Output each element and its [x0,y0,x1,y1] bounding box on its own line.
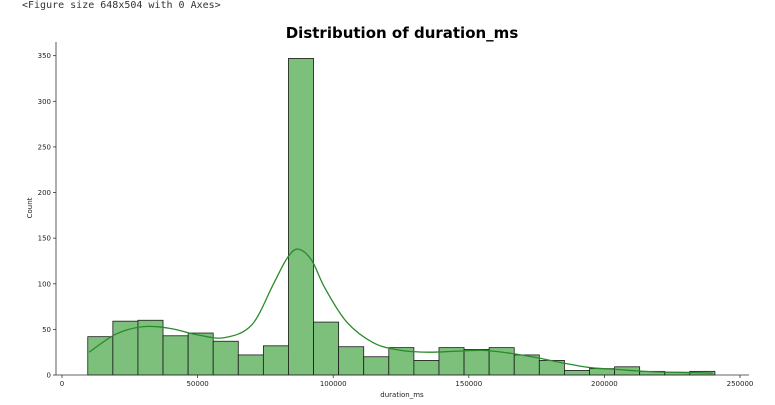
kde-group [88,248,713,374]
histogram-bar-6 [237,354,264,376]
y-tick-label-150: 150 [38,235,51,243]
bars-group [87,58,716,376]
histogram-bar-15 [463,349,490,376]
histogram-bar-4 [187,332,214,376]
histogram-bar-7 [262,345,289,376]
y-axis-label: Count [26,197,34,218]
histogram-bar-0 [87,336,114,376]
histogram-bar-8 [288,58,314,376]
axes-group: 0 50 100 150 200 250 300 350 0 50000 100000 150000 2… [38,42,754,388]
histogram-bar-10 [338,346,365,376]
x-tick-label-200000: 200000 [591,380,618,388]
x-axis-label: duration_ms [380,391,424,399]
histogram-bar-5 [212,340,239,376]
histogram-bar-19 [564,370,590,376]
y-tick-label-0: 0 [47,372,51,380]
x-tick-label-100000: 100000 [320,380,347,388]
y-tick-label-300: 300 [38,98,51,106]
x-tick-label-250000: 250000 [727,380,754,388]
x-tick-label-0: 0 [60,380,64,388]
kde-line [88,248,713,374]
histogram-bar-11 [363,356,390,376]
x-tick-label-150000: 150000 [455,380,482,388]
figure-output-text: <Figure size 648x504 with 0 Axes> [22,0,221,11]
y-tick-label-200: 200 [38,189,51,197]
histogram-bar-9 [313,321,340,376]
y-tick-label-100: 100 [38,280,51,288]
chart-title: Distribution of duration_ms [286,24,519,42]
y-tick-label-350: 350 [38,52,51,60]
y-tick-label-50: 50 [42,326,51,334]
histogram-bar-2 [137,319,164,376]
y-tick-label-250: 250 [38,143,51,151]
histogram-bar-1 [112,320,139,376]
histogram-bar-13 [413,359,440,376]
histogram-bar-3 [162,335,189,376]
x-tick-label-50000: 50000 [186,380,208,388]
